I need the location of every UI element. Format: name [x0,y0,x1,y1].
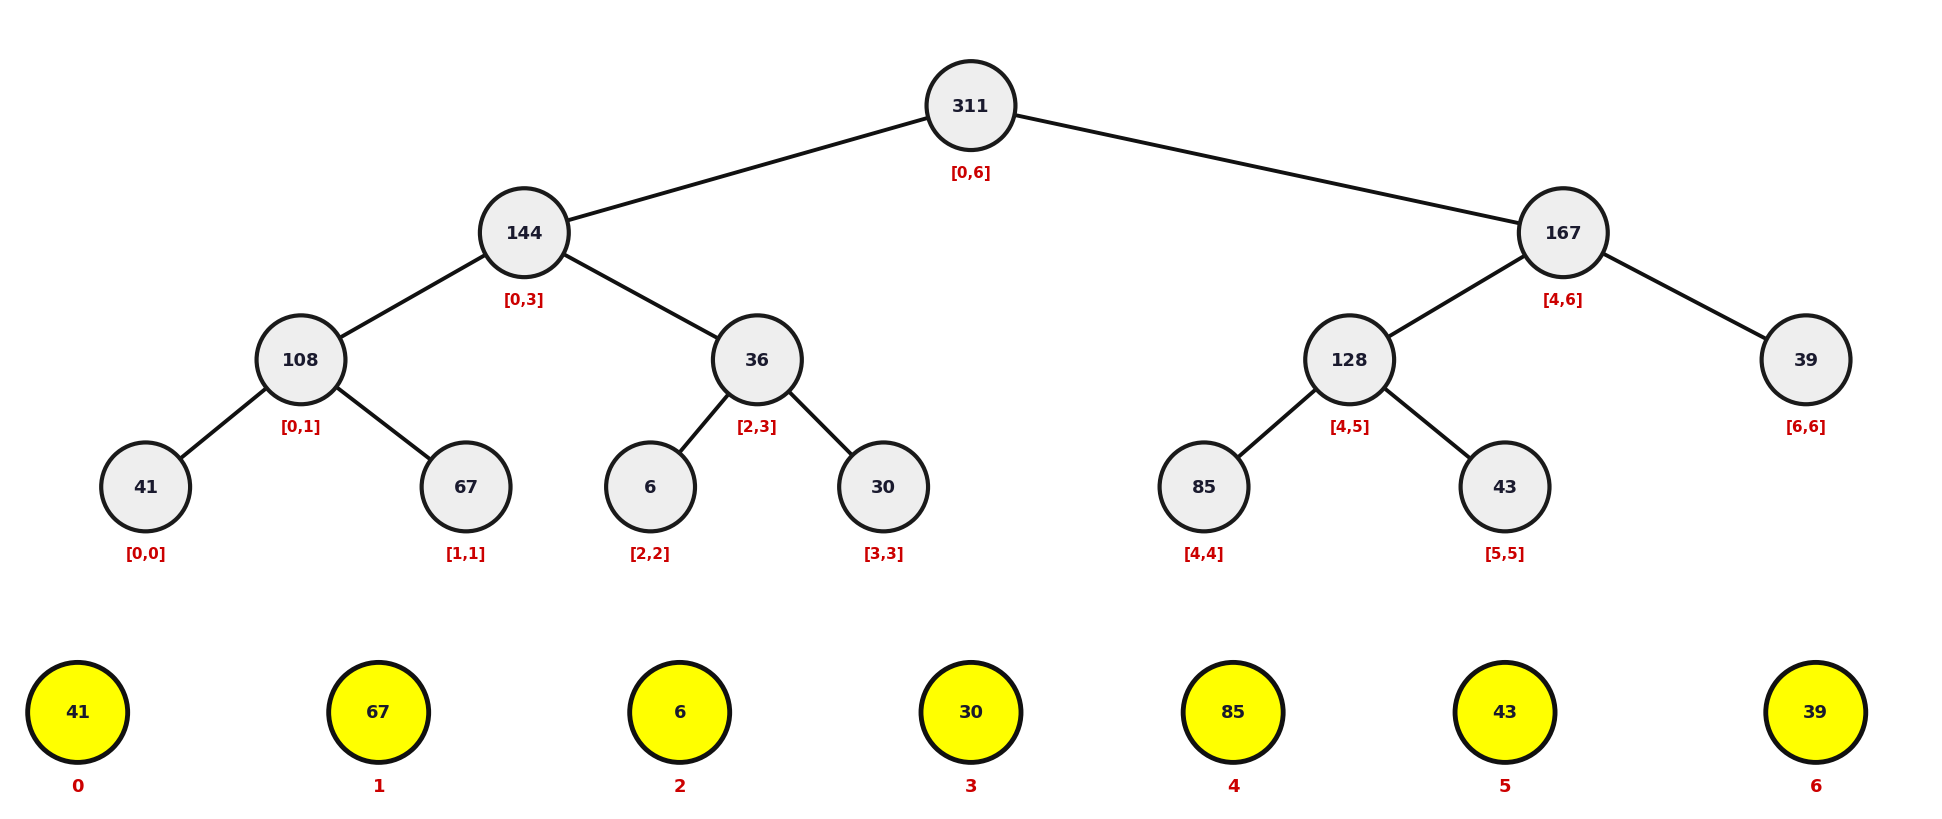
Text: 39: 39 [1804,704,1827,722]
Text: [3,3]: [3,3] [864,546,903,561]
Ellipse shape [256,316,346,405]
Ellipse shape [629,663,730,762]
Ellipse shape [1305,316,1394,405]
Text: [5,5]: [5,5] [1486,546,1524,561]
Text: 2: 2 [674,777,686,795]
Text: [0,6]: [0,6] [952,165,990,180]
Ellipse shape [1183,663,1284,762]
Text: 67: 67 [367,704,390,722]
Text: 43: 43 [1493,704,1517,722]
Ellipse shape [27,663,128,762]
Text: [0,1]: [0,1] [282,419,320,434]
Text: 6: 6 [645,478,656,496]
Text: 167: 167 [1544,224,1583,242]
Ellipse shape [921,663,1021,762]
Text: 85: 85 [1222,704,1245,722]
Text: 6: 6 [1810,777,1822,795]
Text: 39: 39 [1794,351,1818,369]
Text: [4,6]: [4,6] [1544,292,1583,307]
Ellipse shape [606,443,695,532]
Text: [2,3]: [2,3] [738,419,777,434]
Text: 5: 5 [1499,777,1511,795]
Ellipse shape [1460,443,1550,532]
Ellipse shape [713,316,802,405]
Ellipse shape [1765,663,1866,762]
Text: 85: 85 [1192,478,1216,496]
Text: 3: 3 [965,777,977,795]
Ellipse shape [328,663,429,762]
Ellipse shape [926,62,1016,151]
Text: 4: 4 [1227,777,1239,795]
Text: 144: 144 [505,224,544,242]
Text: 30: 30 [959,704,983,722]
Text: 41: 41 [66,704,89,722]
Ellipse shape [839,443,928,532]
Ellipse shape [1761,316,1851,405]
Text: 41: 41 [134,478,157,496]
Ellipse shape [480,189,569,278]
Text: 311: 311 [952,97,990,115]
Text: 43: 43 [1493,478,1517,496]
Text: [4,4]: [4,4] [1185,546,1223,561]
Text: [4,5]: [4,5] [1330,419,1369,434]
Text: 67: 67 [454,478,478,496]
Ellipse shape [1455,663,1556,762]
Text: 108: 108 [282,351,320,369]
Text: 36: 36 [746,351,769,369]
Ellipse shape [1519,189,1608,278]
Text: [2,2]: [2,2] [629,546,672,561]
Text: [0,3]: [0,3] [505,292,544,307]
Text: [1,1]: [1,1] [447,546,486,561]
Text: [6,6]: [6,6] [1785,419,1827,434]
Text: 1: 1 [373,777,385,795]
Text: 30: 30 [872,478,895,496]
Text: 0: 0 [72,777,84,795]
Text: 128: 128 [1330,351,1369,369]
Ellipse shape [421,443,511,532]
Text: [0,0]: [0,0] [126,546,165,561]
Text: 6: 6 [674,704,686,722]
Ellipse shape [1159,443,1249,532]
Ellipse shape [101,443,190,532]
